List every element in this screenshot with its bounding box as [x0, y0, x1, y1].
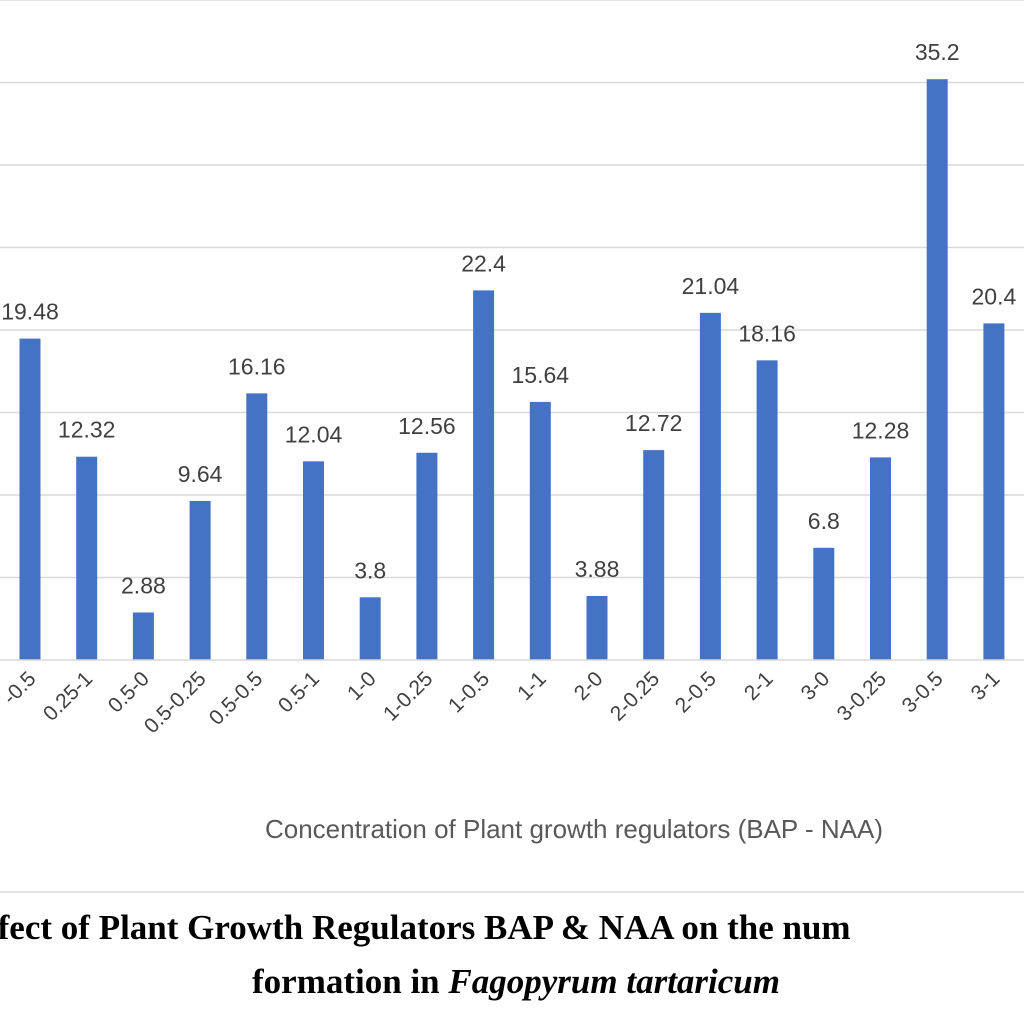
x-tick-label: 2-1 — [740, 667, 778, 705]
bar-0.5-1 — [303, 461, 324, 660]
data-label: 22.4 — [461, 250, 506, 276]
data-label: 18.16 — [738, 320, 796, 346]
figure-caption-species: Fagopyrum tartaricum — [448, 962, 780, 1001]
data-label: 12.04 — [285, 421, 343, 447]
bar-2-0 — [586, 595, 608, 660]
data-label: 35.2 — [915, 39, 960, 65]
x-tick-label: 1-1 — [513, 667, 551, 705]
data-label: 9.64 — [178, 461, 223, 487]
x-axis-title: Concentration of Plant growth regulators… — [265, 814, 883, 844]
bar-0.5-0.25 — [189, 500, 211, 660]
bar-0.5-0.5 — [246, 393, 268, 660]
x-tick-label: 1-0 — [343, 667, 381, 705]
figure-caption-line1: ffect of Plant Growth Regulators BAP & N… — [0, 908, 851, 947]
bar-3-0.25 — [870, 457, 891, 660]
x-tick-label: 0.5-0.25 — [140, 667, 211, 738]
bar-series — [19, 79, 1005, 660]
x-tick-label: -0.5 — [0, 667, 41, 709]
data-label: 15.64 — [512, 362, 570, 388]
figure-caption-prefix: formation in — [252, 962, 449, 1001]
bar-1-0.5 — [473, 290, 495, 660]
bar-0.5-0 — [132, 612, 154, 660]
bar-2-1 — [756, 360, 778, 660]
x-tick-label: 0.5-1 — [274, 667, 324, 717]
x-tick-label: 3-1 — [967, 667, 1005, 705]
data-label: 12.72 — [625, 410, 683, 436]
bar-1-1 — [529, 401, 551, 660]
data-label: 12.56 — [398, 413, 456, 439]
data-label: 20.4 — [972, 283, 1017, 309]
x-tick-label: 3-0.25 — [833, 667, 891, 725]
figure-caption-line2: formation in Fagopyrum tartaricum — [4, 962, 1024, 1002]
bar-1-0.25 — [416, 452, 438, 660]
bar-2-0.25 — [643, 450, 665, 660]
x-tick-label: 2-0 — [570, 667, 608, 705]
data-label: 19.48 — [1, 299, 59, 325]
bar-0.25-1 — [76, 456, 98, 660]
data-label: 12.32 — [58, 417, 116, 443]
bar-3-0.5 — [926, 79, 948, 660]
bar-3-1 — [983, 323, 1005, 660]
x-tick-label: 1-0.5 — [444, 667, 494, 717]
bar-2-0.5 — [699, 312, 721, 660]
x-tick-labels: -0.50.25-1 0.5-00.5-0.250.5-0.5 0.5-1 1-01-… — [0, 667, 1004, 738]
x-tick-label: 0.5-0 — [104, 667, 154, 717]
data-label: 3.8 — [354, 557, 386, 583]
bar-0.25-0.5 — [19, 338, 41, 660]
x-tick-label: 1-0.25 — [379, 667, 437, 725]
x-tick-label: 2-0.25 — [606, 667, 664, 725]
data-label: 21.04 — [682, 273, 740, 299]
data-labels: 19.48 12.32 2.88 9.64 16.16 12.04 3.8 12.56 22.4… — [1, 39, 1016, 598]
data-label: 6.8 — [808, 508, 840, 534]
data-label: 3.88 — [575, 556, 620, 582]
gridlines — [0, 0, 1024, 579]
x-tick-label: 0.5-0.5 — [205, 667, 268, 730]
data-label: 16.16 — [228, 353, 286, 379]
x-tick-label: 3-0 — [797, 667, 835, 705]
x-tick-label: 2-0.5 — [671, 667, 721, 717]
data-label: 2.88 — [121, 572, 166, 598]
bar-3-0 — [813, 547, 835, 660]
x-tick-label: 3-0.5 — [898, 667, 948, 717]
x-tick-label: 0.25-1 — [39, 667, 97, 725]
bar-1-0 — [359, 597, 381, 660]
data-label: 12.28 — [852, 417, 910, 443]
